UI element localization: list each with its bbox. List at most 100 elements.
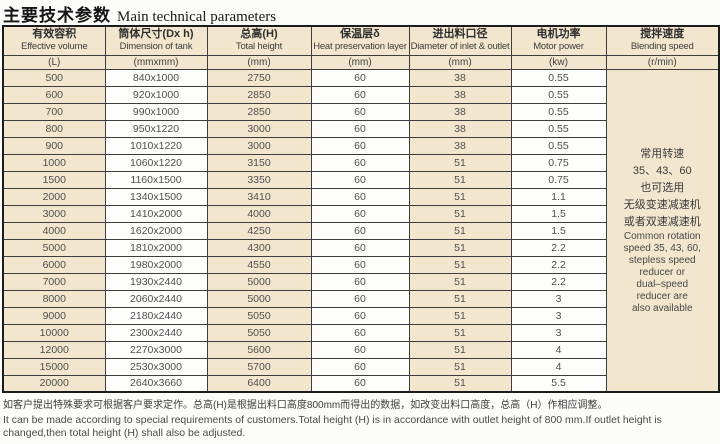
table-cell: 60: [310, 221, 410, 240]
table-cell: 1980x2000: [104, 255, 208, 274]
table-cell: 1000: [2, 153, 106, 172]
table-cell: 20000: [2, 374, 106, 393]
header-zh: 总高(H): [240, 28, 278, 41]
table-row: 4000 1620x2000 4250 60 51 1.5: [2, 221, 719, 240]
table-cell: 4000: [2, 221, 106, 240]
table-cell: 3000: [206, 136, 312, 155]
table-cell: 1410x2000: [104, 204, 208, 223]
speed-note-line: dual–speed: [636, 278, 689, 290]
table-row: 7000 1930x2440 5000 60 51 2.2: [2, 272, 719, 291]
table-cell: 60: [310, 153, 410, 172]
table-cell: 38: [408, 85, 512, 104]
table-cell: 1500: [2, 170, 106, 189]
table-cell: 0.75: [510, 153, 607, 172]
table-cell: 3150: [206, 153, 312, 172]
speed-note-line: 也可选用: [640, 181, 685, 194]
header-en: Effective volume: [21, 41, 88, 53]
table-cell: 2180x2440: [104, 306, 208, 325]
table-row: 600 920x1000 2850 60 38 0.55: [2, 85, 719, 104]
table-cell: 12000: [2, 340, 106, 359]
speed-note-line: 35、43、60: [632, 164, 692, 177]
table-cell: 1930x2440: [104, 272, 208, 291]
unit-cell: (mmxmm): [104, 54, 208, 70]
table-cell: 38: [408, 136, 512, 155]
table-cell: 920x1000: [104, 85, 208, 104]
table-cell: 3000: [206, 119, 312, 138]
table-cell: 500: [2, 68, 106, 87]
table-cell: 4: [510, 357, 607, 376]
table-cell: 2300x2440: [104, 323, 208, 342]
table-row: 10000 2300x2440 5050 60 51 3: [2, 323, 719, 342]
table-cell: 5000: [206, 289, 312, 308]
table-row: 1000 1060x1220 3150 60 51 0.75: [2, 153, 719, 172]
table-cell: 9000: [2, 306, 106, 325]
table-cell: 4250: [206, 221, 312, 240]
column-header-blending-speed: 搅拌速度 Blending speed: [605, 25, 720, 56]
table-cell: 1.1: [510, 187, 607, 206]
table-cell: 600: [2, 85, 106, 104]
table-cell: 60: [310, 323, 410, 342]
table-cell: 2.2: [510, 255, 607, 274]
table-cell: 5.5: [510, 374, 607, 393]
table-cell: 800: [2, 119, 106, 138]
table-cell: 8000: [2, 289, 106, 308]
table-cell: 2640x3660: [104, 374, 208, 393]
column-header-motor-power: 电机功率 Motor power: [510, 25, 607, 56]
table-cell: 0.55: [510, 68, 607, 87]
speed-note-line: stepless speed: [628, 254, 696, 266]
header-zh: 进出料口径: [432, 28, 488, 41]
table-cell: 2.2: [510, 238, 607, 257]
table-cell: 5600: [206, 340, 312, 359]
table-cell: 60: [310, 357, 410, 376]
table-cell: 1060x1220: [104, 153, 208, 172]
table-row: 9000 2180x2440 5050 60 51 3: [2, 306, 719, 325]
table-cell: 51: [408, 238, 512, 257]
table-row: 1500 1160x1500 3350 60 51 0.75: [2, 170, 719, 189]
table-cell: 6000: [2, 255, 106, 274]
table-cell: 2530x3000: [104, 357, 208, 376]
units-row: (L) (mmxmm) (mm) (mm) (mm) (kw) (r/min): [2, 54, 720, 70]
table-cell: 1340x1500: [104, 187, 208, 206]
table-cell: 10000: [2, 323, 106, 342]
table-row: 3000 1410x2000 4000 60 51 1.5: [2, 204, 719, 223]
table-cell: 51: [408, 221, 512, 240]
footnote-en: It can be made according to special requ…: [3, 414, 662, 440]
table-cell: 4550: [206, 255, 312, 274]
table-cell: 1010x1220: [104, 136, 208, 155]
unit-cell: (mm): [310, 54, 410, 70]
table-cell: 60: [310, 85, 410, 104]
table-row: 15000 2530x3000 5700 60 51 4: [2, 357, 719, 376]
unit-cell: (L): [2, 54, 106, 70]
table-cell: 0.75: [510, 170, 607, 189]
unit-cell: (kw): [510, 54, 607, 70]
table-cell: 3350: [206, 170, 312, 189]
table-cell: 840x1000: [104, 68, 208, 87]
table-cell: 60: [310, 119, 410, 138]
table-body: 500 840x1000 2750 60 38 0.55 常用转速 35、43、60 也可选用无…: [2, 68, 720, 393]
table-cell: 3: [510, 306, 607, 325]
table-cell: 51: [408, 170, 512, 189]
page-title: 主要技术参数 Main technical parameters: [3, 1, 276, 26]
table-cell: 2.2: [510, 272, 607, 291]
table-cell: 950x1220: [104, 119, 208, 138]
table-cell: 1160x1500: [104, 170, 208, 189]
column-header-effective-volume: 有效容积 Effective volume: [2, 25, 106, 56]
table-cell: 1620x2000: [104, 221, 208, 240]
unit-cell: (mm): [206, 54, 312, 70]
table-cell: 0.55: [510, 85, 607, 104]
unit-cell: (mm): [408, 54, 512, 70]
table-cell: 60: [310, 136, 410, 155]
table-cell: 700: [2, 102, 106, 121]
header-zh: 保温层δ: [340, 28, 380, 41]
table-row: 20000 2640x3660 6400 60 51 5.5: [2, 374, 719, 393]
table-cell: 1810x2000: [104, 238, 208, 257]
header-en: Diameter of inlet & outlet: [410, 41, 510, 53]
table-cell: 60: [310, 68, 410, 87]
table-cell: 51: [408, 289, 512, 308]
column-header-inlet-outlet: 进出料口径 Diameter of inlet & outlet: [408, 25, 512, 56]
table-cell: 2850: [206, 85, 312, 104]
table-cell: 15000: [2, 357, 106, 376]
table-cell: 5000: [2, 238, 106, 257]
table-cell: 5050: [206, 323, 312, 342]
